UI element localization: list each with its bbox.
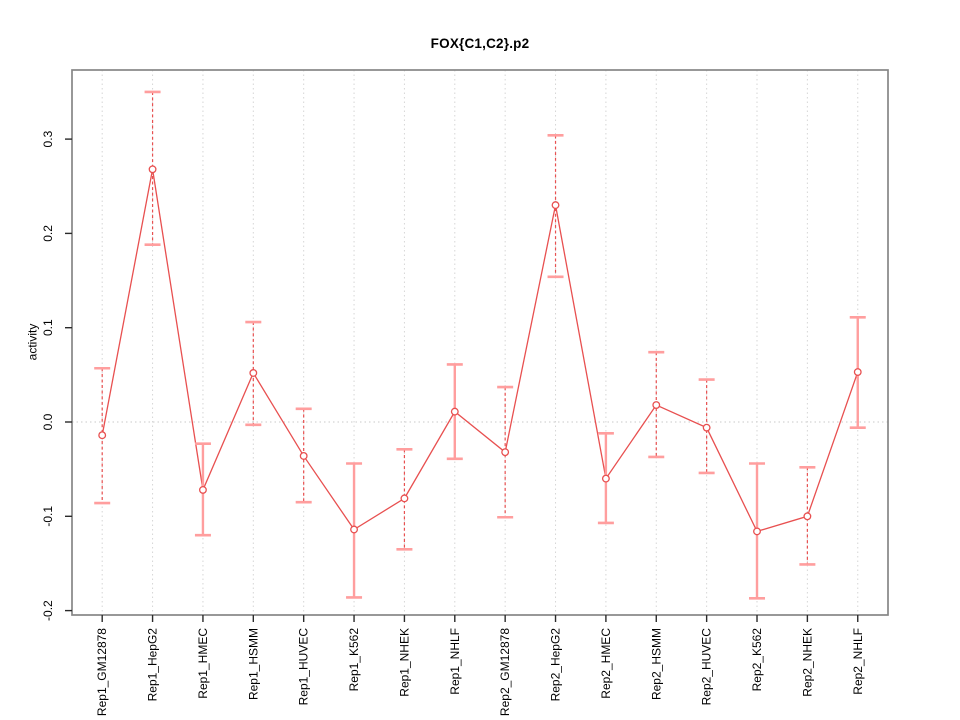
x-tick-label: Rep1_HSMM	[246, 628, 260, 700]
data-point	[148, 165, 157, 174]
x-tick-label: Rep1_HMEC	[196, 628, 210, 699]
x-tick-label: Rep2_NHEK	[800, 628, 814, 697]
x-tick-label: Rep2_HepG2	[549, 628, 563, 702]
data-point	[450, 407, 459, 416]
x-tick-label: Rep2_NHLF	[851, 628, 865, 695]
x-tick-label: Rep1_HepG2	[146, 628, 160, 702]
data-point	[198, 485, 207, 494]
data-point	[853, 368, 862, 376]
x-tick-label: Rep1_HUVEC	[297, 628, 311, 706]
data-point	[702, 423, 711, 432]
x-tick-label: Rep2_HSMM	[649, 628, 663, 700]
data-point	[400, 494, 409, 503]
data-point	[501, 448, 510, 457]
data-point	[803, 512, 812, 521]
y-tick-label: 0.0	[41, 413, 55, 430]
y-tick-label: 0.2	[41, 225, 55, 242]
y-tick-label: -0.1	[41, 506, 55, 527]
plot-frame	[71, 69, 889, 616]
x-tick-label: Rep1_NHEK	[397, 628, 411, 697]
y-tick-label: 0.1	[41, 319, 55, 336]
data-point	[98, 431, 107, 440]
x-tick-label: Rep2_K562	[750, 628, 764, 692]
x-tick-label: Rep1_K562	[347, 628, 361, 692]
y-tick-label: -0.2	[41, 600, 55, 621]
data-point	[753, 527, 761, 536]
data-point	[249, 369, 258, 377]
data-point	[299, 451, 308, 460]
y-tick-label: 0.3	[41, 130, 55, 147]
data-point	[601, 474, 610, 483]
data-point	[350, 525, 358, 534]
chart-title: FOX{C1,C2}.p2	[430, 36, 530, 51]
data-point	[652, 401, 661, 409]
x-tick-label: Rep2_HUVEC	[700, 628, 714, 706]
x-tick-label: Rep1_GM12878	[95, 628, 109, 716]
x-tick-label: Rep2_GM12878	[498, 628, 512, 716]
x-tick-label: Rep2_HMEC	[599, 628, 613, 699]
data-point	[551, 201, 560, 210]
series-line	[101, 169, 859, 533]
x-tick-label: Rep1_NHLF	[448, 628, 462, 695]
